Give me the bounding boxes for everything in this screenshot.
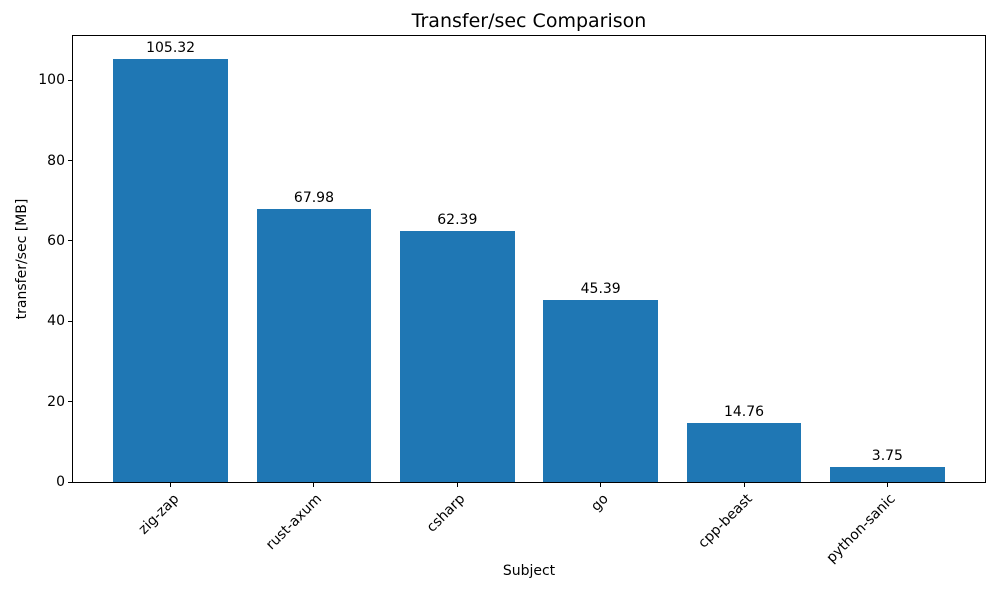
y-tick-label: 80 [47, 152, 65, 169]
bar-python-sanic [830, 466, 945, 482]
x-tick-mark [170, 483, 172, 487]
bar-value-label: 45.39 [580, 280, 621, 297]
x-tick-label: cpp-beast [694, 491, 756, 552]
bar-value-label: 3.75 [871, 447, 903, 464]
y-tick-label: 60 [47, 232, 65, 249]
x-tick-mark [886, 483, 888, 487]
bar-zig-zap [113, 58, 228, 482]
y-tick-label: 20 [47, 393, 65, 410]
x-tick-label: go [588, 491, 613, 515]
x-tick-label: zig-zap [135, 491, 182, 538]
x-tick-mark [600, 483, 602, 487]
x-tick-mark [456, 483, 458, 487]
y-tick-mark [68, 240, 72, 242]
x-axis-label: Subject [502, 563, 556, 579]
bar-value-label: 105.32 [146, 39, 196, 56]
x-tick-mark [313, 483, 315, 487]
bar-csharp [399, 231, 515, 482]
y-tick-label: 0 [56, 474, 65, 490]
chart-title: Transfer/sec Comparison [411, 10, 647, 32]
bar-cpp-beast [686, 422, 802, 482]
plot-area: 0 20 40 60 80 100 105.32 zig-zap 67.98 rust-axum 6… [38, 35, 986, 566]
y-tick-mark [68, 401, 72, 403]
x-tick-mark [743, 483, 745, 487]
bar-rust-axum [256, 208, 372, 482]
y-axis-label: transfer/sec [MB] [14, 198, 30, 320]
y-tick-label: 100 [38, 72, 65, 89]
x-tick-label: csharp [424, 491, 469, 536]
bar-go [543, 299, 659, 482]
y-tick-label: 40 [47, 313, 65, 330]
y-tick-mark [68, 160, 72, 162]
y-tick-mark [68, 79, 72, 81]
bar-value-label: 62.39 [437, 212, 478, 229]
bar-value-label: 14.76 [723, 403, 765, 420]
x-tick-label: python-sanic [823, 491, 899, 567]
x-tick-label: rust-axum [263, 491, 326, 554]
y-tick-mark [68, 481, 72, 483]
y-tick-mark [68, 320, 72, 322]
bar-value-label: 67.98 [293, 189, 334, 206]
